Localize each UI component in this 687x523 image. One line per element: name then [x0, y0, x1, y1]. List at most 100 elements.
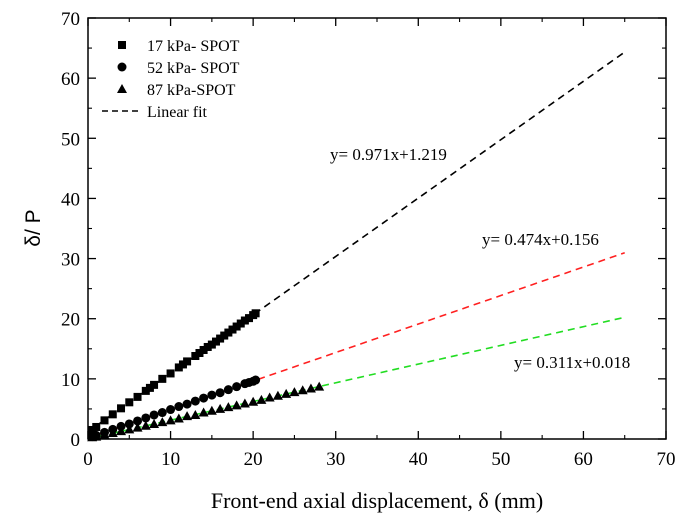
- data-point: [206, 405, 217, 415]
- data-point: [198, 407, 209, 417]
- data-point: [256, 394, 267, 404]
- data-point: [133, 392, 142, 401]
- data-point: [141, 413, 151, 423]
- data-point: [228, 325, 237, 334]
- data-point: [166, 405, 176, 415]
- data-point: [174, 402, 184, 412]
- data-point: [157, 417, 168, 427]
- data-point: [173, 413, 184, 423]
- data-point: [240, 316, 249, 325]
- y-tick-label: 50: [61, 129, 80, 150]
- data-point: [264, 392, 275, 402]
- legend-marker: [118, 41, 126, 49]
- legend-label: 52 kPa- SPOT: [147, 60, 240, 77]
- data-point: [223, 402, 234, 412]
- data-point: [145, 383, 154, 392]
- y-tick-label: 10: [61, 370, 80, 391]
- fit-line: [87, 252, 625, 439]
- data-point: [116, 426, 127, 436]
- data-point: [190, 396, 200, 406]
- y-tick-label: 40: [61, 189, 80, 210]
- data-point: [99, 429, 110, 439]
- data-point: [203, 342, 212, 351]
- data-points: [87, 309, 325, 442]
- y-tick-label: 30: [61, 250, 80, 271]
- data-point: [124, 424, 135, 434]
- data-point: [289, 387, 300, 397]
- y-tick-label: 60: [61, 69, 80, 90]
- data-point: [165, 415, 176, 425]
- y-axis-label: δ/ P: [22, 209, 45, 246]
- data-point: [245, 314, 254, 323]
- data-point: [216, 334, 225, 343]
- legend-label: 87 kPa-SPOT: [147, 82, 236, 99]
- data-point: [182, 399, 192, 409]
- x-tick-label: 70: [657, 449, 676, 470]
- y-tick-label: 20: [61, 310, 80, 331]
- legend: 17 kPa- SPOT 52 kPa- SPOT 87 kPa-SPOT Linea…: [102, 38, 240, 121]
- y-tick-label: 70: [61, 9, 80, 30]
- data-point: [215, 403, 226, 413]
- x-tick-label: 30: [326, 449, 345, 470]
- data-point: [178, 360, 187, 369]
- data-point: [149, 410, 159, 420]
- data-point: [124, 419, 134, 429]
- x-tick-label: 60: [574, 449, 593, 470]
- legend-label: Linear fit: [147, 104, 208, 121]
- data-point: [149, 418, 160, 428]
- data-point: [232, 382, 242, 392]
- data-point: [215, 388, 225, 398]
- x-tick-label: 20: [244, 449, 263, 470]
- data-point: [182, 411, 193, 421]
- data-point: [207, 340, 216, 349]
- data-point: [224, 328, 233, 337]
- axis-ticks: 0 10 20 30 40 50 60 70 0 10 20 30 40 50 60 70: [61, 9, 676, 470]
- data-point: [211, 337, 220, 346]
- data-point: [232, 322, 241, 331]
- x-tick-label: 40: [409, 449, 428, 470]
- fit-equations: y= 0.971x+1.219 y= 0.474x+0.156 y= 0.311x+…: [330, 145, 630, 372]
- fit-equation: y= 0.311x+0.018: [514, 353, 630, 372]
- data-point: [150, 380, 159, 389]
- data-point: [166, 369, 175, 378]
- data-point: [305, 383, 316, 393]
- data-point: [158, 374, 167, 383]
- data-point: [314, 381, 325, 391]
- x-tick-label: 0: [83, 449, 93, 470]
- data-point: [107, 427, 118, 437]
- legend-marker: [117, 62, 127, 72]
- data-point: [251, 375, 261, 385]
- data-point: [207, 390, 217, 400]
- x-tick-label: 50: [491, 449, 510, 470]
- data-point: [272, 390, 283, 400]
- x-tick-label: 10: [161, 449, 180, 470]
- data-point: [199, 393, 209, 403]
- data-point: [183, 357, 192, 366]
- data-point: [195, 348, 204, 357]
- data-point: [132, 422, 143, 432]
- data-point: [281, 388, 292, 398]
- data-point: [141, 386, 150, 395]
- x-axis-label: Front-end axial displacement, δ (mm): [211, 488, 543, 513]
- data-point: [191, 352, 200, 361]
- legend-label: 17 kPa- SPOT: [147, 38, 240, 55]
- data-point: [100, 416, 109, 425]
- data-point: [140, 420, 151, 430]
- data-point: [88, 425, 97, 434]
- data-point: [223, 385, 233, 395]
- fit-equation: y= 0.474x+0.156: [482, 230, 599, 249]
- data-point: [251, 309, 260, 318]
- y-tick-label: 0: [71, 430, 81, 451]
- data-point: [231, 400, 242, 410]
- data-point: [133, 416, 143, 426]
- data-point: [220, 331, 229, 340]
- data-point: [92, 422, 101, 431]
- data-point: [157, 408, 167, 418]
- data-point: [190, 409, 201, 419]
- data-point: [199, 345, 208, 354]
- data-point: [125, 398, 134, 407]
- data-point: [236, 319, 245, 328]
- data-point: [117, 404, 126, 413]
- data-point: [108, 410, 117, 419]
